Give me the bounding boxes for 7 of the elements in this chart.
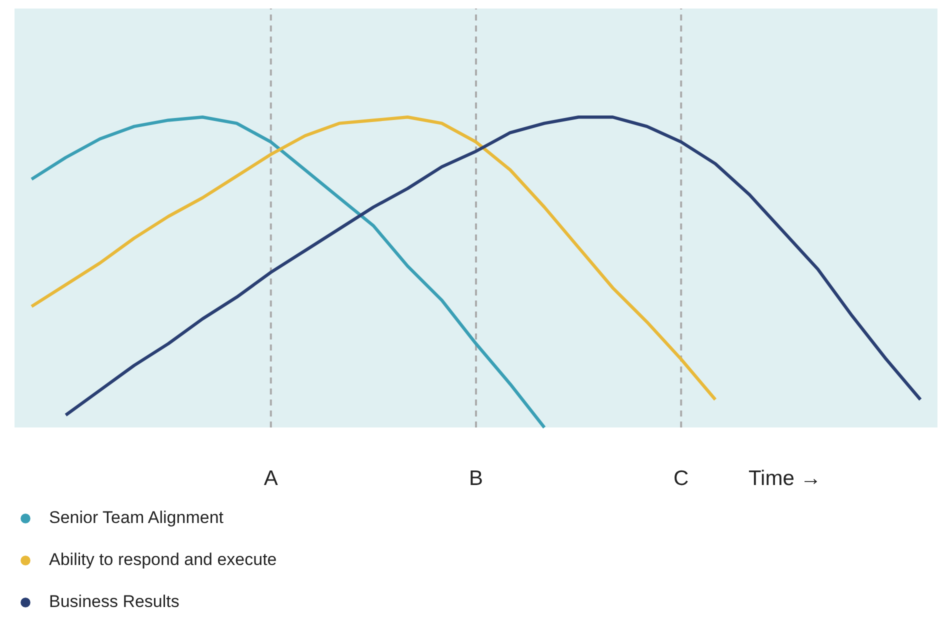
x-tick-label: B bbox=[468, 467, 484, 490]
legend-label: Business Results bbox=[49, 592, 180, 612]
x-tick-label: A bbox=[264, 467, 278, 490]
legend-label: Ability to respond and execute bbox=[49, 550, 277, 570]
legend-label: Senior Team Alignment bbox=[49, 508, 224, 528]
x-axis-title: Time → bbox=[748, 467, 822, 490]
x-tick-label: C bbox=[674, 467, 689, 490]
